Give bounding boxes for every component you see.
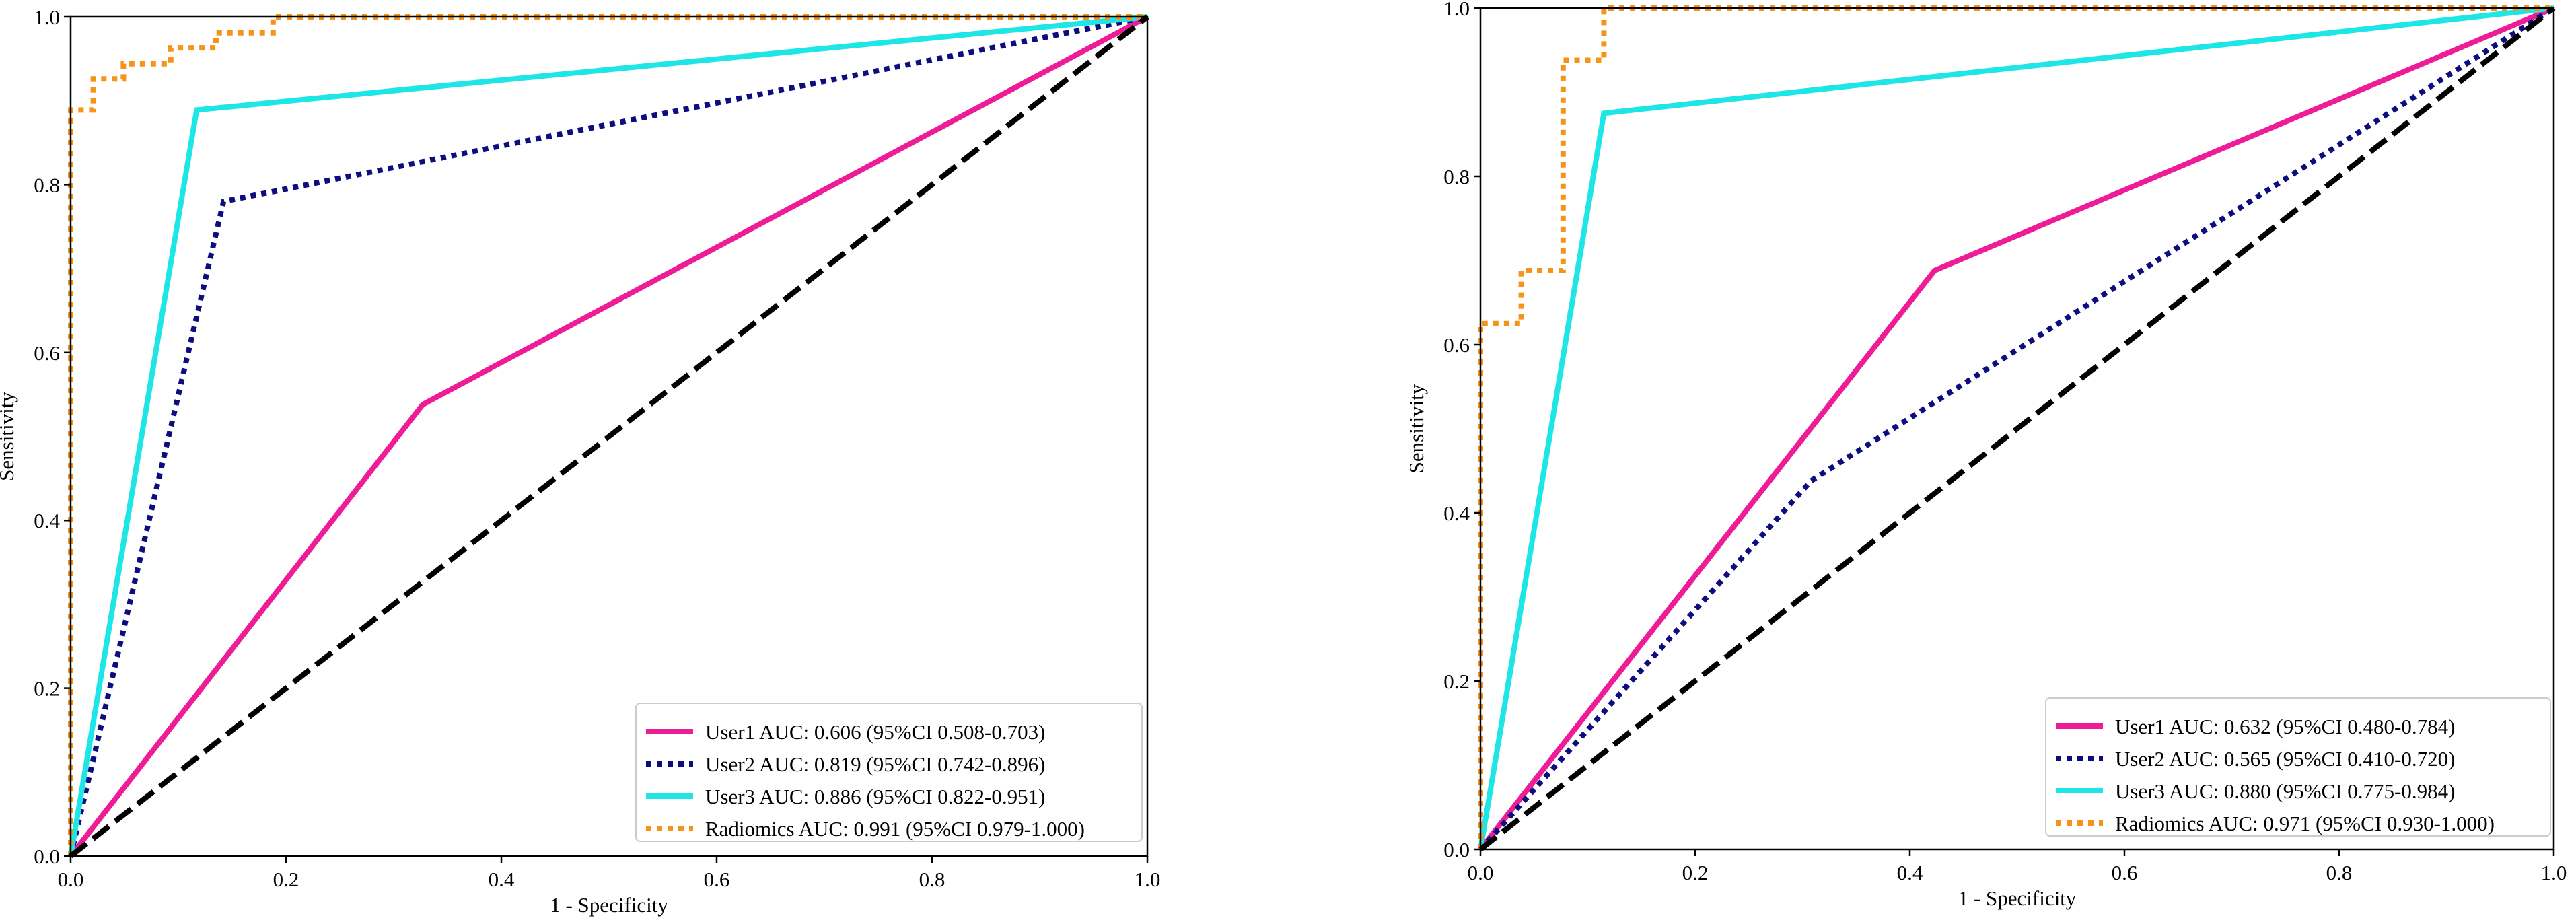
x-tick-label: 0.2 xyxy=(273,868,299,891)
y-tick-label: 1.0 xyxy=(1443,0,1470,20)
series-line-series-0 xyxy=(1478,5,2555,851)
y-tick-label: 0.6 xyxy=(34,341,60,365)
y-tick-label: 0.8 xyxy=(1443,165,1470,188)
series-line-series-3 xyxy=(68,14,1147,856)
y-tick-label: 0.4 xyxy=(1443,501,1470,525)
legend-entry-label: User3 AUC: 0.880 (95%CI 0.775-0.984) xyxy=(2115,779,2455,803)
y-tick-label: 0.2 xyxy=(34,677,60,701)
series-line-series-2 xyxy=(1478,5,2554,850)
series-line-series-1 xyxy=(1478,5,2556,851)
y-tick-label: 1.0 xyxy=(34,5,60,29)
legend-entry-label: Radiomics AUC: 0.991 (95%CI 0.979-1.000) xyxy=(705,817,1085,841)
x-axis-label: 1 - Specificity xyxy=(1958,886,2077,910)
legend-box xyxy=(2045,697,2551,837)
y-tick-label: 0.4 xyxy=(34,509,60,532)
series-line-chance xyxy=(1478,5,2556,852)
x-tick-label: 0.6 xyxy=(704,868,730,891)
y-axis-label: Sensitivity xyxy=(0,392,18,481)
legend-box xyxy=(635,703,1143,842)
y-axis-label: Sensitivity xyxy=(1404,384,1428,473)
y-tick-label: 0.0 xyxy=(1443,838,1470,861)
x-tick-label: 0.4 xyxy=(1897,861,1923,884)
series-line-series-2 xyxy=(68,14,1148,857)
x-tick-label: 0.0 xyxy=(58,868,84,891)
series-line-series-1 xyxy=(68,14,1148,857)
y-tick-label: 0.8 xyxy=(34,173,60,197)
legend: User1 AUC: 0.632 (95%CI 0.480-0.784) User… xyxy=(2045,697,2551,837)
legend-entry-label: User2 AUC: 0.819 (95%CI 0.742-0.896) xyxy=(705,752,1045,776)
x-tick-label: 1.0 xyxy=(1135,868,1161,891)
legend: User1 AUC: 0.606 (95%CI 0.508-0.703) User… xyxy=(635,703,1143,842)
legend-entry-label: User2 AUC: 0.565 (95%CI 0.410-0.720) xyxy=(2115,747,2455,771)
y-tick-label: 0.0 xyxy=(34,845,60,868)
x-tick-label: 1.0 xyxy=(2541,861,2567,884)
x-tick-label: 0.8 xyxy=(919,868,945,891)
series-line-series-0 xyxy=(68,14,1149,858)
legend-entry-label: User3 AUC: 0.886 (95%CI 0.822-0.951) xyxy=(705,785,1045,808)
y-tick-label: 0.2 xyxy=(1443,670,1470,693)
plot-frame xyxy=(69,15,1149,857)
x-tick-label: 0.6 xyxy=(2112,861,2138,884)
series-line-series-3 xyxy=(1478,5,2554,849)
x-tick-label: 0.8 xyxy=(2326,861,2353,884)
x-tick-label: 0.0 xyxy=(1468,861,1494,884)
legend-entry-label: User1 AUC: 0.606 (95%CI 0.508-0.703) xyxy=(705,720,1045,744)
legend-entry-label: Radiomics AUC: 0.971 (95%CI 0.930-1.000) xyxy=(2115,812,2495,835)
x-axis-label: 1 - Specificity xyxy=(550,893,668,917)
legend-entry-label: User1 AUC: 0.632 (95%CI 0.480-0.784) xyxy=(2115,715,2455,738)
series-line-chance xyxy=(69,14,1149,859)
x-tick-label: 0.2 xyxy=(1682,861,1709,884)
roc-chart-right: 0.0 0.2 0.4 0.6 0.8 1.0 0.0 0.2 0.4 0.6 0.8 1.0 1 - … xyxy=(1404,0,2567,910)
plot-frame xyxy=(1479,7,2555,851)
y-tick-label: 0.6 xyxy=(1443,333,1470,357)
roc-chart-left: 0.0 0.2 0.4 0.6 0.8 1.0 0.0 0.2 0.4 0.6 0.8 1.0 1 - … xyxy=(0,5,1160,917)
x-tick-label: 0.4 xyxy=(489,868,515,891)
